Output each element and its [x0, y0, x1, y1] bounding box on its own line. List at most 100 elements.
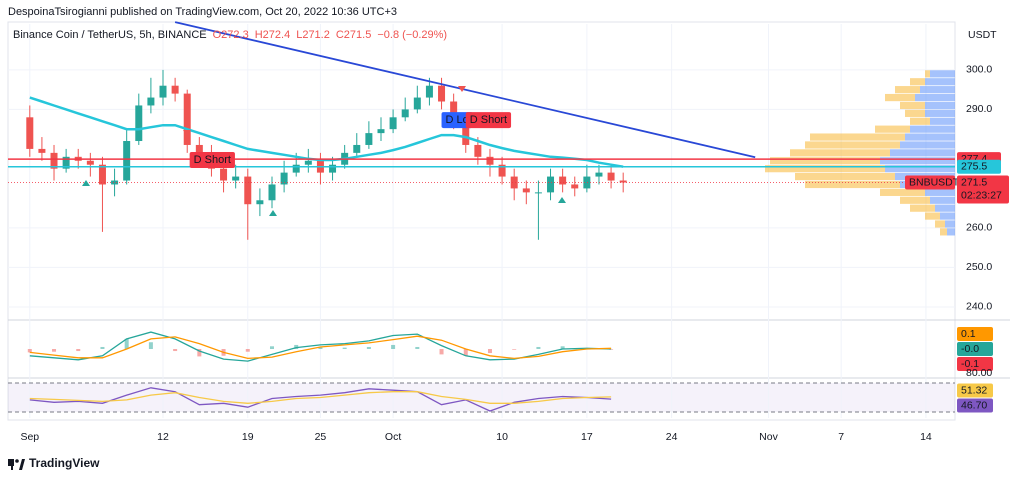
brand-logo: [8, 459, 25, 470]
signal-triangle: [458, 86, 466, 92]
value-badge-box: [957, 342, 993, 356]
x-tick-label: 25: [315, 431, 327, 443]
histogram-bar: [536, 346, 541, 349]
value-badge-box: [957, 383, 993, 398]
volume-profile-bar: [925, 212, 940, 220]
volume-profile-bar: [910, 117, 930, 125]
histogram-bar: [391, 344, 396, 349]
price-label: 271.5: [961, 176, 987, 188]
x-tick-label: 19: [242, 431, 254, 443]
volume-profile-bar: [770, 157, 880, 165]
volume-profile-bar: [945, 220, 955, 228]
x-tick-label: Oct: [385, 431, 401, 443]
candle-body: [534, 192, 542, 194]
candle-body: [595, 172, 603, 177]
candle-body: [135, 105, 143, 142]
histogram-bar: [318, 346, 323, 349]
candle-body: [510, 176, 518, 189]
legend-high: H272.4: [255, 29, 290, 41]
countdown: 02:23:27: [961, 189, 1002, 201]
volume-profile-bar: [910, 125, 955, 133]
candle-body: [571, 184, 579, 189]
candle-body: [268, 184, 276, 201]
histogram-bar: [512, 349, 517, 350]
signal-triangle: [558, 197, 566, 203]
volume-profile-bar: [905, 109, 925, 117]
y-tick-label: 250.0: [966, 261, 992, 273]
candle-body: [244, 176, 252, 205]
candle-body: [474, 144, 482, 157]
legend-change: −0.8 (−0.29%): [377, 29, 447, 41]
candle-body: [607, 172, 615, 181]
legend-open: O272.3: [213, 29, 249, 41]
candle-body: [425, 85, 433, 98]
volume-profile-bar: [790, 149, 890, 157]
signal-label: D Short: [470, 114, 507, 126]
histogram-bar: [560, 346, 565, 349]
signal-triangle: [183, 130, 191, 136]
candle-body: [377, 129, 385, 134]
candle-body: [304, 160, 312, 165]
histogram-bar: [76, 349, 81, 352]
brand-name: TradingView: [29, 456, 100, 470]
volume-profile-bar: [925, 70, 930, 78]
volume-profile-bar: [885, 165, 955, 173]
volume-profile-bar: [805, 180, 900, 189]
histogram-bar: [269, 346, 274, 349]
volume-profile-bar: [765, 165, 885, 173]
histogram-bar: [366, 346, 371, 349]
volume-profile-bar: [930, 70, 955, 78]
histogram-bar: [463, 349, 468, 356]
candle-body: [232, 176, 240, 181]
candle-body: [462, 121, 470, 145]
x-tick-label: Sep: [20, 431, 39, 443]
volume-profile-bar: [935, 204, 955, 212]
candle-body: [195, 144, 203, 153]
histogram-bar: [124, 338, 129, 349]
y-tick-label: 260.0: [966, 222, 992, 234]
volume-profile-bar: [795, 172, 895, 181]
signal-triangle: [269, 210, 277, 216]
candle-body: [98, 164, 106, 185]
volume-profile-bar: [935, 220, 945, 228]
value-badge: 0.1: [961, 328, 976, 340]
candle-body: [38, 148, 46, 153]
volume-profile-bar: [925, 78, 955, 86]
signal-label: D Lo: [446, 114, 469, 126]
volume-profile-bar: [915, 93, 955, 102]
signal-box: [465, 112, 512, 129]
candle-body: [438, 85, 446, 102]
candle-body: [86, 160, 94, 165]
candle-body: [256, 200, 264, 205]
indicator-line: [29, 387, 612, 412]
histogram-bar: [148, 342, 153, 349]
volume-profile-bar: [920, 86, 955, 94]
value-badge-box: [957, 357, 993, 371]
signal-box: [189, 151, 235, 168]
candle-body: [365, 133, 373, 145]
candle-body: [220, 168, 228, 181]
volume-profile-bar: [900, 141, 955, 149]
y-tick-label: 290.0: [966, 103, 992, 115]
symbol-legend: Binance Coin / TetherUS, 5h, BINANCE O272…: [13, 29, 447, 41]
volume-profile-bar: [940, 228, 947, 236]
volume-profile-bar: [810, 133, 905, 141]
volume-profile-bar: [895, 86, 920, 94]
volume-profile-bar: [875, 125, 910, 133]
candle-body: [50, 152, 58, 169]
value-badge-box: [957, 398, 993, 413]
indicator-line: [29, 335, 612, 360]
volume-profile-bar: [905, 133, 955, 141]
volume-profile-bar: [930, 196, 955, 204]
volume-profile-bar: [940, 212, 955, 220]
legend-low: L271.2: [296, 29, 330, 41]
candle-body: [280, 172, 288, 185]
plot-layer: Sep 12 19 25 Oct 10 17 24 Nov 7 14 300.0 290.0 260.0 2…: [8, 21, 1009, 443]
value-badge: -0.0: [961, 343, 979, 355]
ema-line: [29, 96, 624, 168]
candle-body: [559, 176, 567, 185]
volume-profile-bar: [910, 78, 925, 86]
candle-body: [498, 164, 506, 177]
value-badge: 46.70: [961, 399, 987, 411]
